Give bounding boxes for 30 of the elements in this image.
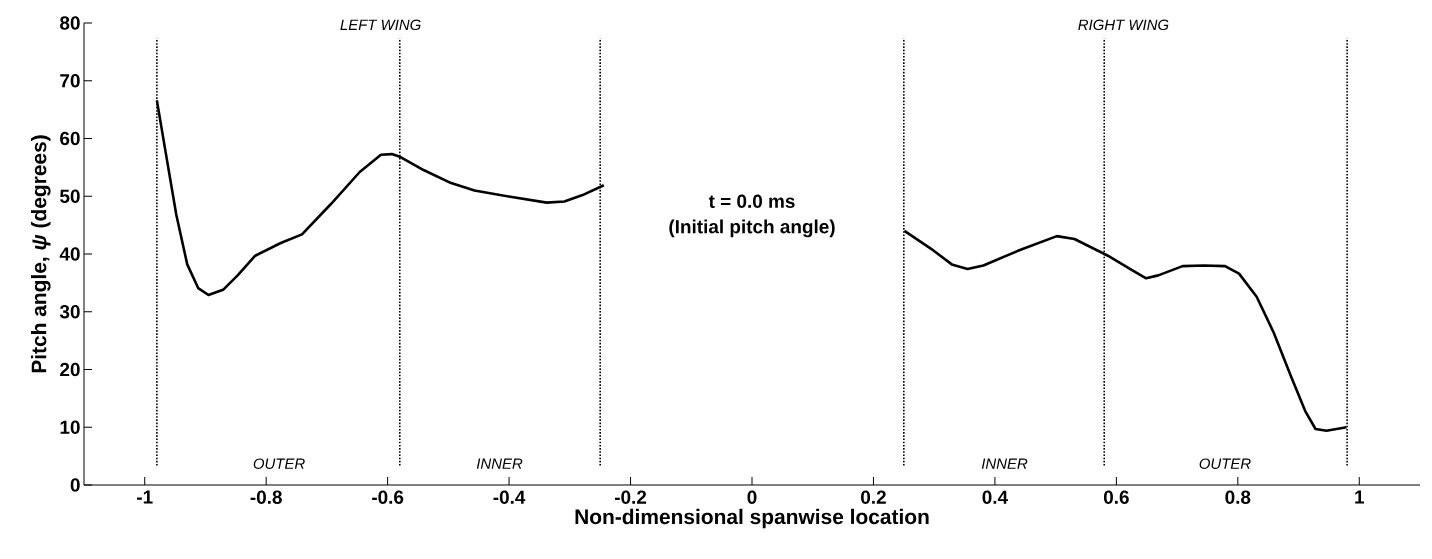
x-tick-label: -0.8 [250, 490, 282, 504]
annotation: LEFT WING [340, 19, 421, 31]
y-axis-title: Pitch angle, ψ (degrees) [30, 135, 51, 373]
annotation: INNER [981, 458, 1028, 469]
y-tick-label: 0 [70, 478, 80, 492]
y-tick-label: 70 [60, 74, 80, 88]
text: (Initial pitch angle) [669, 219, 835, 238]
y-tick-label: 10 [60, 420, 80, 434]
x-tick-label: -1 [137, 490, 153, 504]
x-tick-label: -0.6 [372, 490, 404, 504]
x-tick-label: -0.2 [614, 490, 647, 504]
x-tick-label: 0.2 [861, 490, 886, 504]
text: t = 0.0 ms [708, 194, 795, 208]
x-tick-label: -0.4 [493, 490, 526, 504]
x-axis-title: Non-dimensional spanwise location [575, 508, 929, 529]
x-tick-label: 1 [1355, 490, 1365, 504]
annotation: INNER [476, 458, 523, 469]
x-tick-label: 0 [747, 490, 757, 504]
y-tick-label: 80 [60, 16, 80, 30]
y-tick-label: 20 [60, 362, 80, 377]
annotation: OUTER [253, 458, 305, 469]
y-tick-label: 30 [59, 305, 80, 319]
x-tick-label: 0.8 [1225, 490, 1251, 504]
annotation: OUTER [1199, 458, 1251, 469]
y-tick-label: 40 [59, 247, 80, 261]
x-tick-label: 0.4 [982, 490, 1008, 504]
annotation: RIGHT WING [1078, 19, 1169, 31]
x-tick-label: 0.6 [1103, 490, 1129, 504]
y-tick-label: 60 [60, 131, 80, 146]
y-tick-label: 50 [60, 189, 80, 203]
